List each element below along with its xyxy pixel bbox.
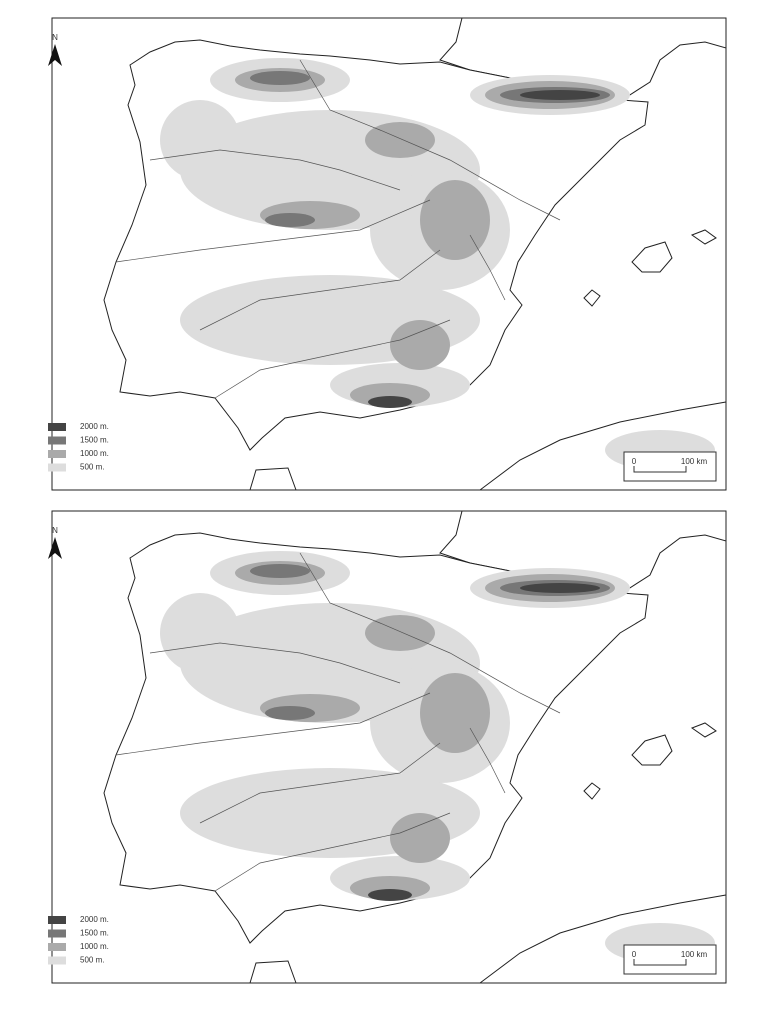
legend-swatch [48, 423, 66, 431]
scale-bar [633, 959, 687, 966]
legend-label: 500 m. [80, 463, 104, 472]
legend-swatch [48, 929, 66, 938]
legend-swatch [48, 463, 66, 472]
map-geography [52, 18, 726, 490]
scale-start: 0 [632, 950, 637, 959]
scale-start: 0 [632, 457, 637, 466]
legend-label: 500 m. [80, 956, 104, 965]
scale-box [623, 944, 717, 975]
north-label: N [52, 526, 58, 535]
legend-swatch [48, 450, 66, 458]
relief-map: N 2000 m. 1500 m. 1000 m. 500 m. 0 100 km [48, 511, 726, 983]
legend-label: 2000 m. [80, 915, 109, 924]
legend-label: 1000 m. [80, 942, 109, 951]
scale-bar [633, 466, 687, 473]
north-arrow [48, 537, 62, 559]
scale-box [623, 451, 717, 482]
legend-label: 1500 m. [80, 436, 109, 445]
north-arrow [48, 44, 62, 66]
legend-swatch [48, 943, 66, 951]
map-geography [52, 511, 726, 983]
relief-map: N 2000 m. 1500 m. 1000 m. 500 m. 0 100 km [48, 18, 726, 490]
legend-swatch [48, 916, 66, 924]
legend-label: 1500 m. [80, 929, 109, 938]
legend-label: 1000 m. [80, 449, 109, 458]
legend-swatch [48, 956, 66, 965]
legend-label: 2000 m. [80, 422, 109, 431]
scale-end: 100 km [681, 457, 708, 466]
legend-swatch [48, 436, 66, 445]
scale-end: 100 km [681, 950, 708, 959]
north-label: N [52, 33, 58, 42]
